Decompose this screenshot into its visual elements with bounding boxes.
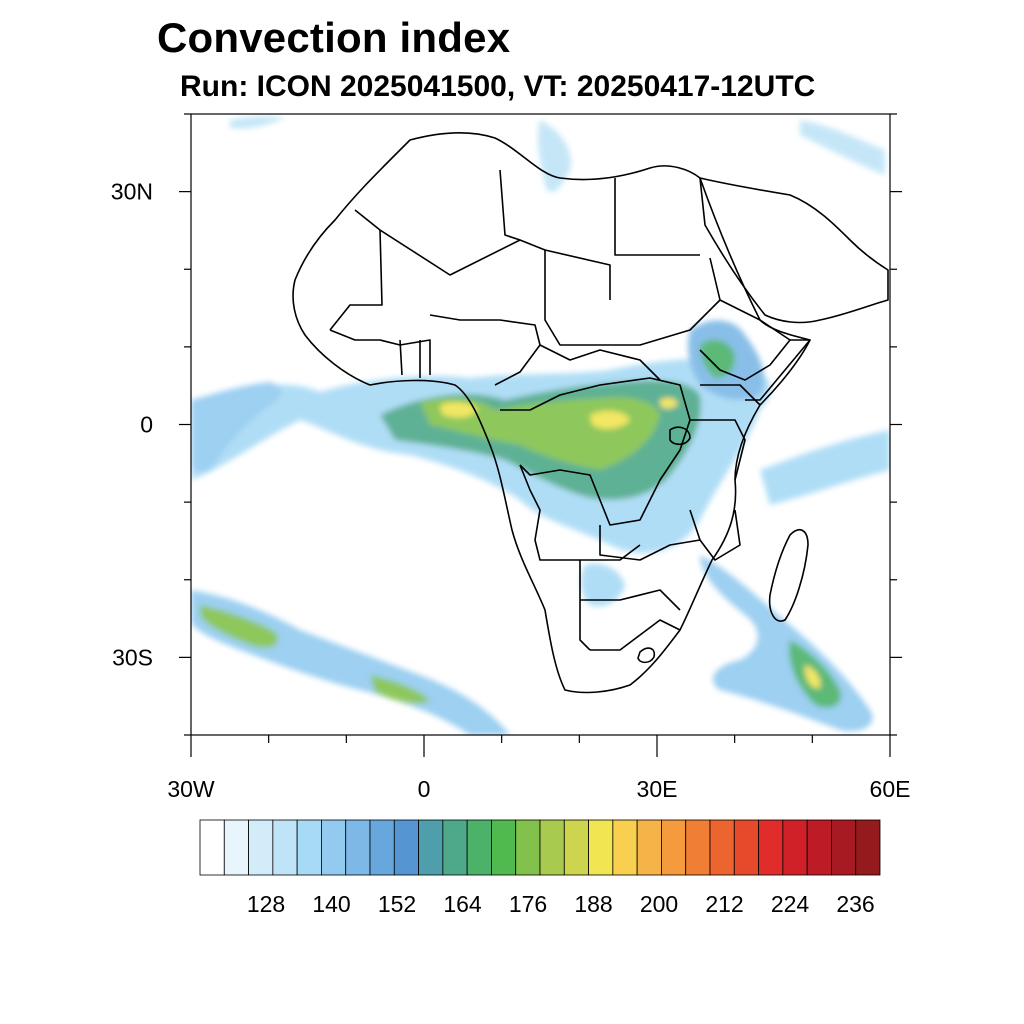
colorbar-label: 236 (836, 891, 874, 917)
colorbar-swatch (369, 819, 395, 876)
border-drc (500, 377, 691, 526)
colorbar-swatch (272, 819, 298, 876)
colorbar-swatch (661, 819, 687, 876)
convection-area-west (191, 382, 282, 472)
border-mali (329, 229, 383, 331)
lon-label: 30E (637, 776, 678, 802)
lat-label: 30S (112, 644, 153, 670)
lon-label: 0 (418, 776, 431, 802)
colorbar-swatch (345, 819, 371, 876)
colorbar-swatch (296, 819, 322, 876)
colorbar-swatch (248, 819, 274, 876)
africa-coastline (292, 132, 811, 694)
convection-area-indian-ocean (760, 430, 890, 505)
border-kenya (700, 384, 761, 406)
colorbar-swatch (321, 819, 347, 876)
border-mozambique (699, 509, 741, 561)
lat-label: 30N (111, 179, 153, 205)
border-angola (519, 464, 641, 561)
colorbar-swatch (758, 819, 784, 876)
border-namibia (579, 560, 591, 651)
colorbar-swatch (855, 819, 881, 876)
border-car (539, 344, 661, 381)
border-botswana (580, 589, 681, 611)
lat-label: 0 (140, 412, 153, 438)
colorbar-swatch (199, 819, 225, 876)
border-southafrica (590, 619, 681, 651)
colorbar-swatch (491, 819, 517, 876)
colorbar-swatch (782, 819, 808, 876)
convection-area-south-atlantic (191, 590, 510, 735)
border-somalia (745, 339, 811, 401)
colorbar-swatch (685, 819, 711, 876)
convection-area-southeast (700, 555, 873, 732)
border-zambia (599, 509, 701, 561)
colorbar-label: 152 (378, 891, 416, 917)
colorbar-swatch (806, 819, 832, 876)
colorbar-swatch (612, 819, 638, 876)
convection-area-angola (580, 563, 625, 607)
longitude-axis: 30W 0 30E 60E (167, 735, 910, 802)
colorbar-label: 212 (705, 891, 743, 917)
colorbar-swatch (539, 819, 565, 876)
colorbar-label: 140 (312, 891, 350, 917)
colorbar-swatch (636, 819, 662, 876)
country-borders (292, 132, 889, 694)
colorbar-label: 224 (771, 891, 810, 917)
border-libya (499, 169, 521, 241)
convection-area-southeast-hot (804, 665, 821, 689)
colorbar-swatch (709, 819, 735, 876)
lesotho-outline (637, 647, 656, 664)
colorbar-label: 128 (247, 891, 285, 917)
border-tanzania (690, 419, 746, 481)
convection-area-ethiopia-core (700, 339, 736, 378)
colorbar-swatch (418, 819, 444, 876)
arabia-outline (699, 177, 889, 324)
convection-area-hotspot (440, 397, 678, 429)
colorbar-swatch (442, 819, 468, 876)
colorbar-swatch (223, 819, 249, 876)
border-chad (544, 250, 600, 346)
colorbar-label: 176 (509, 891, 547, 917)
border-ethiopia (699, 299, 791, 381)
lake-victoria (669, 426, 691, 446)
colorbar: 128 140 152 164 176 188 200 212 224 236 (199, 819, 881, 917)
colorbar-swatch (515, 819, 541, 876)
colorbar-swatch (588, 819, 614, 876)
colorbar-swatch (563, 819, 589, 876)
convection-field (191, 116, 890, 735)
lon-label: 60E (870, 776, 911, 802)
colorbar-swatch (466, 819, 492, 876)
lon-label: 30W (167, 776, 215, 802)
map-title: Convection index (157, 14, 511, 61)
convection-area-south-atlantic-core (200, 605, 430, 704)
border-sahara (354, 209, 611, 300)
madagascar-outline (768, 529, 809, 622)
colorbar-label: 164 (443, 891, 482, 917)
colorbar-swatch (831, 819, 857, 876)
convection-area-north (230, 116, 885, 193)
border-sudan-south (600, 257, 721, 346)
colorbar-swatch (733, 819, 759, 876)
colorbar-swatch (393, 819, 419, 876)
latitude-axis: 30N 0 30S (111, 113, 902, 736)
border-westafrica (329, 329, 431, 375)
border-ghana (399, 339, 421, 378)
colorbar-label: 188 (574, 891, 612, 917)
colorbar-label: 200 (640, 891, 678, 917)
border-nigeria (429, 314, 541, 386)
map-subtitle: Run: ICON 2025041500, VT: 20250417-12UTC (180, 70, 816, 103)
border-egypt-sudan (614, 178, 700, 256)
